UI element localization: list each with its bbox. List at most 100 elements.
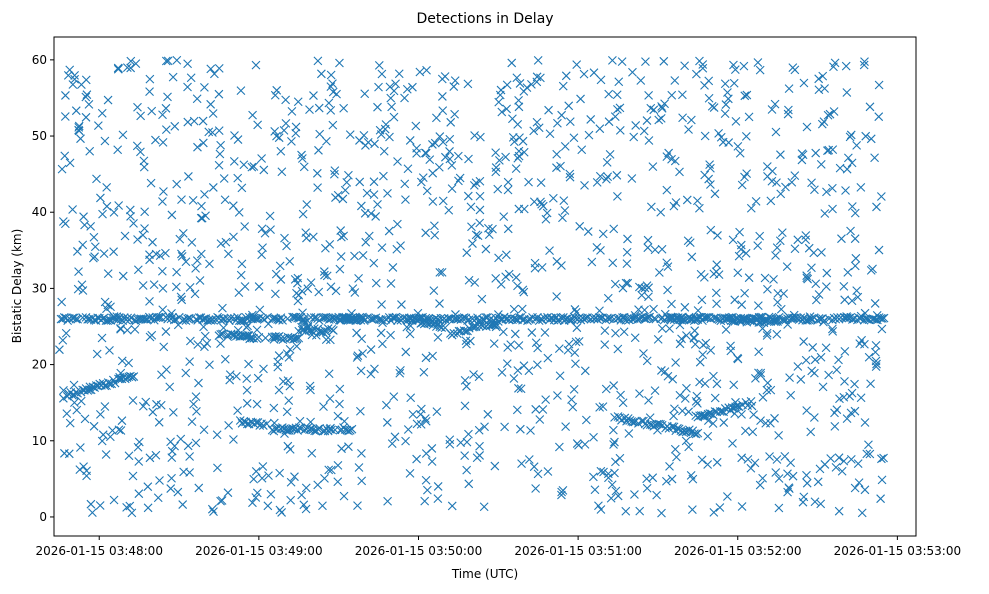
detection-point <box>604 89 614 99</box>
detection-point <box>72 247 82 256</box>
detection-point <box>283 441 293 451</box>
detection-point <box>389 112 399 122</box>
detection-point <box>537 263 547 272</box>
detection-point <box>748 427 758 437</box>
detection-point <box>840 346 850 356</box>
y-tick-label: 50 <box>32 129 47 143</box>
detection-point <box>742 90 752 100</box>
detection-point <box>293 313 302 323</box>
detection-point <box>437 323 447 332</box>
detection-point <box>847 158 857 168</box>
detection-point <box>70 70 79 80</box>
detection-point <box>201 211 210 221</box>
detection-point <box>827 183 837 193</box>
detection-point <box>804 315 814 325</box>
detection-point <box>871 340 881 350</box>
detection-point <box>534 123 544 133</box>
detection-point <box>697 455 707 465</box>
detection-point <box>242 385 252 395</box>
detection-point <box>730 65 740 75</box>
detection-point <box>141 397 151 407</box>
detection-point <box>608 55 617 65</box>
detection-point <box>206 99 216 109</box>
detection-point <box>65 158 75 168</box>
detection-point <box>611 457 620 467</box>
detection-point <box>642 281 652 291</box>
detection-point <box>92 349 102 359</box>
detection-point <box>224 249 233 259</box>
detection-point <box>99 249 109 259</box>
detection-point <box>511 273 521 282</box>
detection-point <box>610 437 619 447</box>
detection-point <box>480 422 489 432</box>
detection-point <box>686 470 696 480</box>
detection-point <box>656 114 666 123</box>
detection-point <box>470 278 480 287</box>
detection-point <box>255 305 265 315</box>
detection-point <box>733 141 743 151</box>
detection-point <box>374 82 383 92</box>
detection-point <box>290 472 299 482</box>
detection-point <box>390 432 400 442</box>
detection-point <box>187 237 197 247</box>
detection-point <box>608 258 618 268</box>
detection-point <box>657 103 667 113</box>
detection-point <box>78 240 88 250</box>
detection-point <box>832 365 842 375</box>
detection-point <box>277 167 287 177</box>
detection-point <box>694 203 704 213</box>
detection-point <box>706 163 715 173</box>
detection-point <box>811 295 821 305</box>
detection-point <box>145 453 155 463</box>
detection-point <box>466 202 476 212</box>
detection-point <box>580 181 589 190</box>
detection-point <box>220 354 230 364</box>
detection-point <box>610 468 619 478</box>
detection-point <box>709 313 719 323</box>
detection-point <box>354 273 363 283</box>
detection-point <box>709 371 718 381</box>
detection-point <box>541 214 551 224</box>
detection-point <box>82 90 92 100</box>
detection-point <box>420 414 430 423</box>
detection-point <box>623 234 632 244</box>
detection-point <box>540 328 550 337</box>
detection-point <box>716 132 726 142</box>
detection-point <box>704 93 714 103</box>
detection-point <box>329 169 339 179</box>
detection-point <box>769 274 778 284</box>
detection-point <box>839 456 849 466</box>
detection-point <box>161 125 171 134</box>
detection-point <box>609 381 619 390</box>
detection-point <box>609 224 619 234</box>
detection-point <box>814 85 824 95</box>
detection-point <box>765 452 774 461</box>
detection-point <box>662 152 672 162</box>
detection-point <box>494 253 503 263</box>
detection-point <box>494 155 504 165</box>
detection-point <box>401 347 411 357</box>
detection-point <box>89 421 99 431</box>
detection-point <box>700 410 710 420</box>
detection-point <box>290 274 300 284</box>
detection-point <box>158 284 168 293</box>
detection-point <box>610 112 620 121</box>
detection-point <box>378 315 387 325</box>
detection-point <box>396 366 405 375</box>
detection-point <box>393 219 402 229</box>
detection-point <box>502 359 512 369</box>
detection-point <box>708 419 718 428</box>
detection-point <box>837 466 847 476</box>
detection-point <box>587 257 597 267</box>
detection-point <box>421 228 431 238</box>
detection-point <box>746 463 756 473</box>
detection-point <box>276 424 286 433</box>
detection-point <box>518 285 528 295</box>
detection-point <box>475 441 484 451</box>
detection-point <box>455 173 465 183</box>
detection-point <box>515 424 525 434</box>
detection-point <box>375 125 385 135</box>
detection-point <box>595 306 604 316</box>
detection-point <box>326 82 336 92</box>
